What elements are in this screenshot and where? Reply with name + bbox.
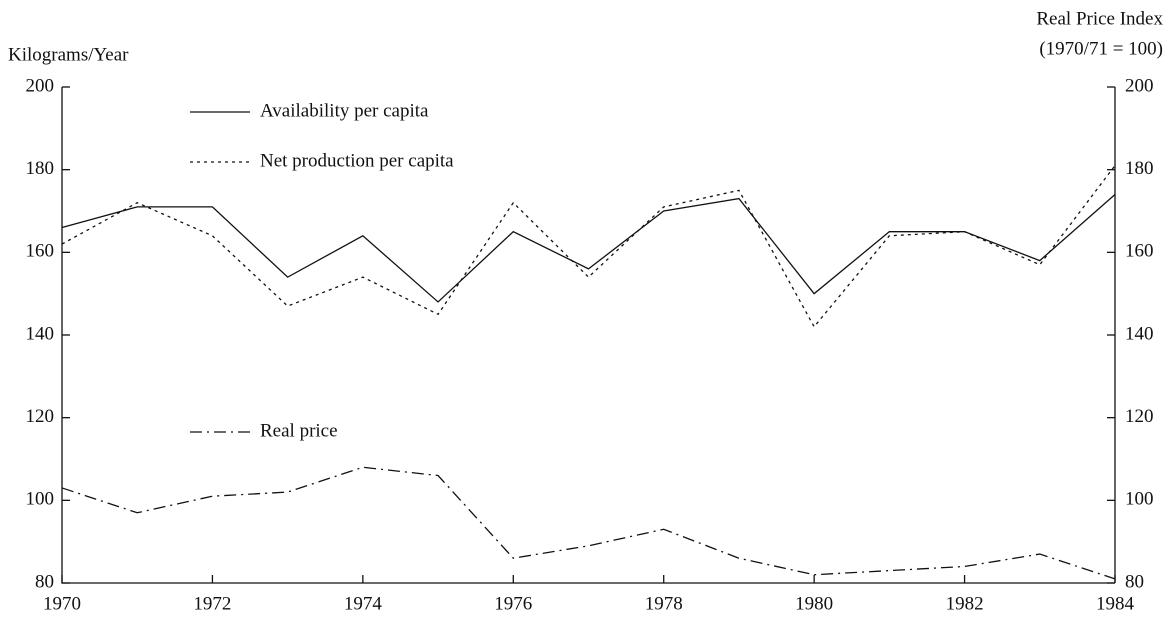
line-series xyxy=(61,165,1116,328)
x-tick-label: 1980 xyxy=(795,593,833,614)
y-tick-label: 120 xyxy=(26,406,55,427)
y-tick-label: 100 xyxy=(26,489,55,510)
y2-axis-label: (1970/71 = 100) xyxy=(1039,38,1163,59)
y-tick-label: 160 xyxy=(26,241,55,262)
y2-tick-label: 100 xyxy=(1125,489,1154,510)
y2-tick-label: 80 xyxy=(1125,571,1144,592)
line-series xyxy=(61,193,1116,303)
x-tick-label: 1970 xyxy=(43,593,81,614)
legend-label: Real price xyxy=(260,420,338,441)
y-tick-label: 180 xyxy=(26,158,55,179)
legend-label: Net production per capita xyxy=(260,150,454,171)
x-tick-label: 1978 xyxy=(645,593,683,614)
x-tick-label: 1974 xyxy=(344,593,383,614)
x-tick-label: 1984 xyxy=(1096,593,1135,614)
y2-tick-label: 180 xyxy=(1125,158,1154,179)
y-tick-label: 200 xyxy=(26,75,55,96)
y2-tick-label: 200 xyxy=(1125,75,1154,96)
x-tick-label: 1976 xyxy=(494,593,532,614)
y2-axis-label: Real Price Index xyxy=(1036,8,1163,29)
y2-tick-label: 120 xyxy=(1125,406,1154,427)
y2-tick-label: 160 xyxy=(1125,241,1154,262)
x-tick-label: 1982 xyxy=(946,593,984,614)
y-tick-label: 140 xyxy=(26,323,55,344)
y-tick-label: 80 xyxy=(35,571,54,592)
y-axis-label: Kilograms/Year xyxy=(8,44,129,65)
x-tick-label: 1972 xyxy=(193,593,231,614)
line-series xyxy=(61,466,1116,580)
y2-tick-label: 140 xyxy=(1125,323,1154,344)
legend-label: Availability per capita xyxy=(260,100,429,121)
